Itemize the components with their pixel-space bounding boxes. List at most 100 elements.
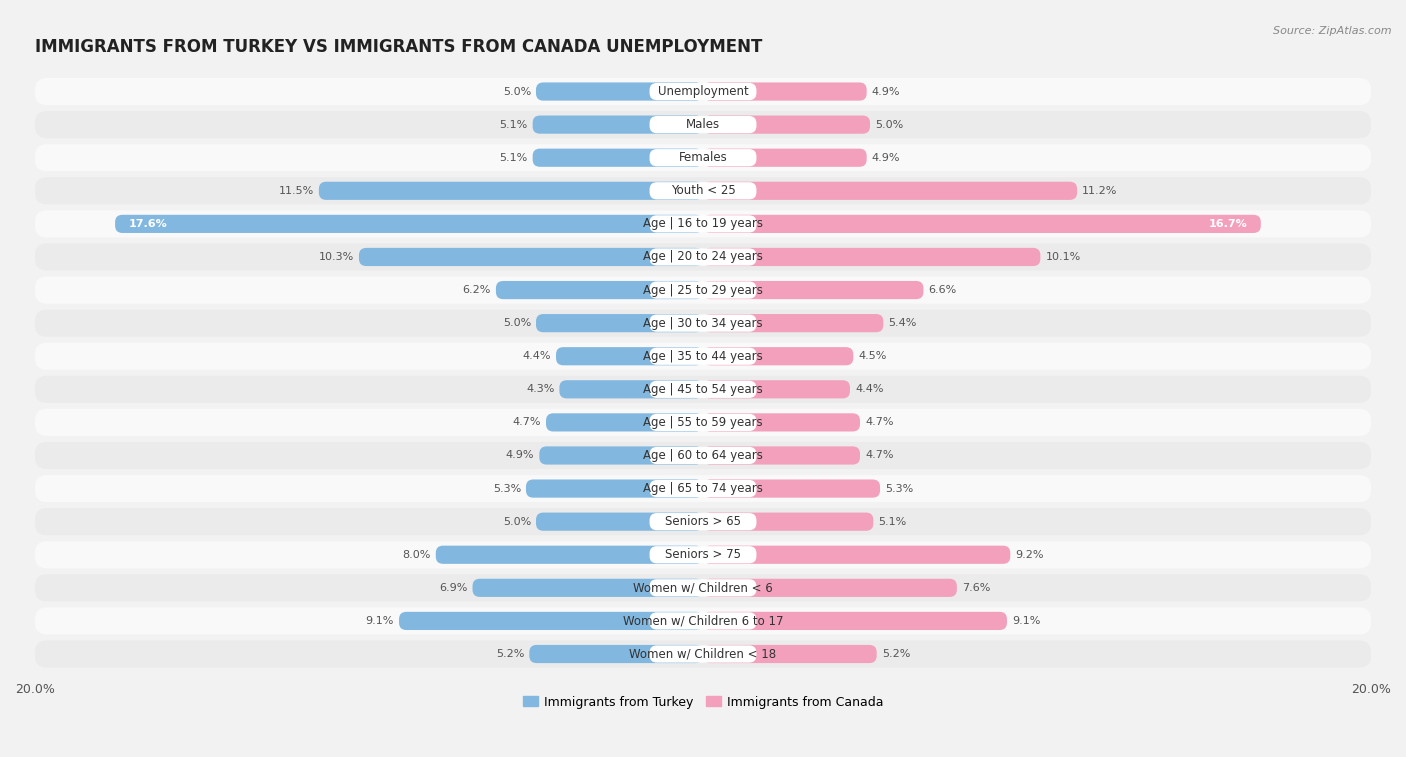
FancyBboxPatch shape [555, 347, 703, 366]
FancyBboxPatch shape [703, 347, 853, 366]
Text: 4.7%: 4.7% [513, 417, 541, 428]
FancyBboxPatch shape [35, 177, 1371, 204]
Text: 4.4%: 4.4% [855, 385, 883, 394]
FancyBboxPatch shape [472, 579, 703, 597]
Text: 6.6%: 6.6% [928, 285, 956, 295]
FancyBboxPatch shape [536, 512, 703, 531]
Text: Age | 30 to 34 years: Age | 30 to 34 years [643, 316, 763, 329]
Text: 4.9%: 4.9% [506, 450, 534, 460]
Text: 5.0%: 5.0% [503, 517, 531, 527]
Text: Age | 55 to 59 years: Age | 55 to 59 years [643, 416, 763, 429]
FancyBboxPatch shape [650, 347, 756, 365]
FancyBboxPatch shape [703, 512, 873, 531]
FancyBboxPatch shape [650, 116, 756, 133]
Text: Women w/ Children < 6: Women w/ Children < 6 [633, 581, 773, 594]
FancyBboxPatch shape [703, 215, 1261, 233]
Text: Source: ZipAtlas.com: Source: ZipAtlas.com [1274, 26, 1392, 36]
Text: 5.2%: 5.2% [882, 649, 910, 659]
Text: 4.5%: 4.5% [858, 351, 887, 361]
FancyBboxPatch shape [650, 315, 756, 332]
FancyBboxPatch shape [533, 148, 703, 167]
FancyBboxPatch shape [703, 380, 851, 398]
FancyBboxPatch shape [115, 215, 703, 233]
Text: IMMIGRANTS FROM TURKEY VS IMMIGRANTS FROM CANADA UNEMPLOYMENT: IMMIGRANTS FROM TURKEY VS IMMIGRANTS FRO… [35, 38, 762, 56]
Text: 11.2%: 11.2% [1083, 185, 1118, 196]
Legend: Immigrants from Turkey, Immigrants from Canada: Immigrants from Turkey, Immigrants from … [517, 690, 889, 714]
Text: 4.4%: 4.4% [523, 351, 551, 361]
Text: 6.9%: 6.9% [439, 583, 468, 593]
Text: 8.0%: 8.0% [402, 550, 430, 559]
FancyBboxPatch shape [703, 546, 1011, 564]
Text: Unemployment: Unemployment [658, 85, 748, 98]
FancyBboxPatch shape [650, 149, 756, 167]
FancyBboxPatch shape [35, 575, 1371, 601]
Text: 6.2%: 6.2% [463, 285, 491, 295]
Text: Women w/ Children < 18: Women w/ Children < 18 [630, 647, 776, 661]
FancyBboxPatch shape [496, 281, 703, 299]
FancyBboxPatch shape [436, 546, 703, 564]
FancyBboxPatch shape [650, 480, 756, 497]
FancyBboxPatch shape [650, 513, 756, 530]
Text: 9.2%: 9.2% [1015, 550, 1043, 559]
FancyBboxPatch shape [650, 447, 756, 464]
FancyBboxPatch shape [650, 646, 756, 662]
FancyBboxPatch shape [35, 508, 1371, 535]
FancyBboxPatch shape [35, 375, 1371, 403]
FancyBboxPatch shape [35, 475, 1371, 502]
FancyBboxPatch shape [703, 579, 957, 597]
FancyBboxPatch shape [536, 83, 703, 101]
Text: 5.1%: 5.1% [499, 153, 527, 163]
FancyBboxPatch shape [35, 78, 1371, 105]
FancyBboxPatch shape [319, 182, 703, 200]
FancyBboxPatch shape [35, 210, 1371, 238]
Text: 11.5%: 11.5% [278, 185, 314, 196]
FancyBboxPatch shape [35, 343, 1371, 369]
Text: Youth < 25: Youth < 25 [671, 184, 735, 198]
Text: 5.0%: 5.0% [503, 318, 531, 328]
FancyBboxPatch shape [650, 381, 756, 398]
FancyBboxPatch shape [35, 144, 1371, 171]
FancyBboxPatch shape [650, 579, 756, 597]
Text: 4.9%: 4.9% [872, 153, 900, 163]
Text: Seniors > 75: Seniors > 75 [665, 548, 741, 561]
FancyBboxPatch shape [703, 612, 1007, 630]
Text: 4.9%: 4.9% [872, 86, 900, 97]
FancyBboxPatch shape [703, 116, 870, 134]
FancyBboxPatch shape [35, 640, 1371, 668]
Text: Age | 25 to 29 years: Age | 25 to 29 years [643, 284, 763, 297]
FancyBboxPatch shape [35, 310, 1371, 337]
FancyBboxPatch shape [529, 645, 703, 663]
Text: Age | 45 to 54 years: Age | 45 to 54 years [643, 383, 763, 396]
Text: Males: Males [686, 118, 720, 131]
Text: 10.3%: 10.3% [319, 252, 354, 262]
Text: 5.3%: 5.3% [492, 484, 522, 494]
FancyBboxPatch shape [35, 111, 1371, 139]
FancyBboxPatch shape [650, 282, 756, 299]
Text: 5.0%: 5.0% [875, 120, 903, 129]
FancyBboxPatch shape [560, 380, 703, 398]
FancyBboxPatch shape [650, 414, 756, 431]
FancyBboxPatch shape [703, 314, 883, 332]
FancyBboxPatch shape [703, 281, 924, 299]
FancyBboxPatch shape [35, 442, 1371, 469]
Text: 5.1%: 5.1% [499, 120, 527, 129]
FancyBboxPatch shape [399, 612, 703, 630]
FancyBboxPatch shape [35, 607, 1371, 634]
FancyBboxPatch shape [703, 413, 860, 431]
FancyBboxPatch shape [703, 83, 866, 101]
FancyBboxPatch shape [650, 182, 756, 199]
Text: Age | 65 to 74 years: Age | 65 to 74 years [643, 482, 763, 495]
Text: 10.1%: 10.1% [1046, 252, 1081, 262]
FancyBboxPatch shape [703, 479, 880, 497]
FancyBboxPatch shape [533, 116, 703, 134]
Text: 5.4%: 5.4% [889, 318, 917, 328]
Text: 5.0%: 5.0% [503, 86, 531, 97]
FancyBboxPatch shape [650, 612, 756, 630]
Text: 17.6%: 17.6% [128, 219, 167, 229]
Text: Age | 35 to 44 years: Age | 35 to 44 years [643, 350, 763, 363]
Text: 4.7%: 4.7% [865, 450, 893, 460]
Text: Age | 60 to 64 years: Age | 60 to 64 years [643, 449, 763, 462]
Text: 5.2%: 5.2% [496, 649, 524, 659]
FancyBboxPatch shape [703, 447, 860, 465]
FancyBboxPatch shape [703, 645, 877, 663]
